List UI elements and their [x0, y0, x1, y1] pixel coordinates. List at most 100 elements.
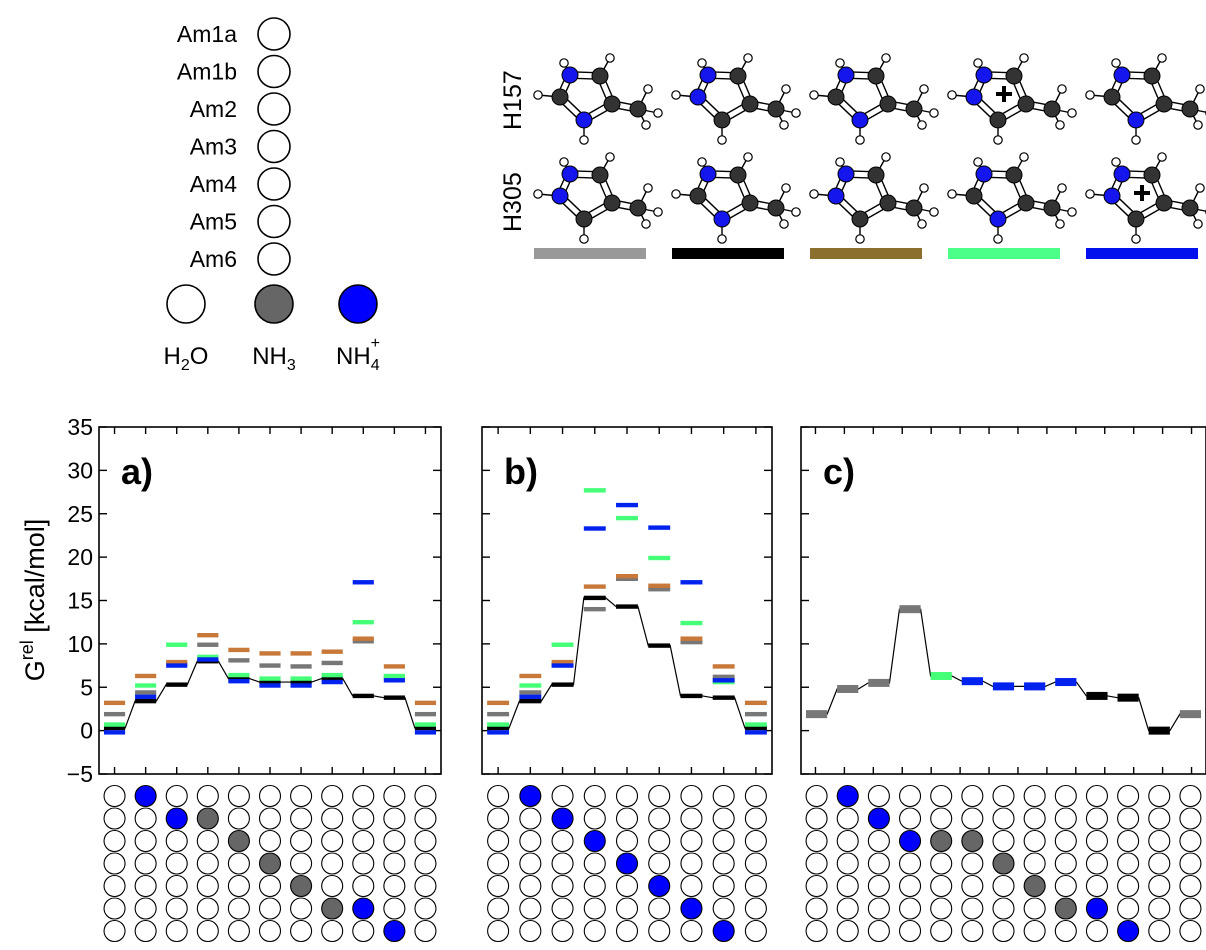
occupancy-circle [900, 808, 921, 829]
occupancy-circle [260, 853, 281, 874]
hydrogen-atom [534, 190, 542, 198]
occupancy-circle [197, 786, 218, 807]
carbon-atom [730, 68, 746, 84]
energy-level-marker-green [552, 643, 574, 647]
occupancy-circle [166, 876, 187, 897]
hydrogen-atom [810, 190, 818, 198]
hydrogen-atom [1058, 184, 1066, 192]
occupancy-circle [1149, 831, 1170, 852]
occupancy-circle [837, 786, 858, 807]
occupancy-circle [713, 853, 734, 874]
occupancy-circle [197, 853, 218, 874]
carbon-atom [1018, 195, 1034, 211]
occupancy-circle [931, 921, 952, 942]
occupancy-circle [1118, 876, 1139, 897]
occupancy-circle [584, 876, 605, 897]
species-label-part: O [190, 343, 209, 370]
occupancy-circle [520, 876, 541, 897]
energy-level-marker [837, 685, 858, 693]
occupancy-circle [1180, 808, 1201, 829]
occupancy-circle [681, 786, 702, 807]
energy-level-marker-blue [104, 730, 125, 734]
carbon-atom [868, 68, 884, 84]
imidazole-ring [1086, 153, 1206, 243]
hydrogen-atom [974, 158, 982, 166]
occupancy-circle [931, 898, 952, 919]
occupancy-circle [900, 898, 921, 919]
species-label-part: NH [252, 343, 287, 370]
energy-level-marker-green [291, 676, 312, 680]
energy-level-marker-blue [648, 525, 670, 529]
occupancy-circle [993, 831, 1014, 852]
energy-level-marker-green [487, 722, 509, 726]
occupancy-circle [900, 921, 921, 942]
energy-level-marker-brown [713, 664, 735, 668]
energy-level-marker [1086, 692, 1107, 700]
carbon-atom [742, 195, 758, 211]
energy-level-marker-gray [519, 690, 541, 694]
occupancy-circle [931, 876, 952, 897]
occupancy-circle [520, 831, 541, 852]
species-label-part: 2 [181, 357, 190, 374]
occupancy-circle [993, 853, 1014, 874]
energy-level-marker-green [228, 673, 249, 677]
carbon-atom [1104, 89, 1120, 105]
occupancy-circle [993, 808, 1014, 829]
energy-level-marker-green [135, 683, 156, 687]
occupancy-circle [681, 808, 702, 829]
energy-level-marker-blue [584, 526, 606, 530]
occupancy-circle [488, 831, 509, 852]
occupancy-circle [228, 898, 249, 919]
occupancy-circle [1118, 831, 1139, 852]
occupancy-circle [135, 921, 156, 942]
hydrogen-atom [856, 136, 864, 144]
energy-level-marker-gray [487, 712, 509, 716]
energy-level-marker-blue [487, 730, 509, 734]
occupancy-circle [617, 808, 638, 829]
occupancy-circle [745, 921, 766, 942]
species-marker [167, 285, 205, 323]
occupancy-circle [552, 853, 573, 874]
occupancy-circle [415, 786, 436, 807]
row-label-h157: H157 [499, 70, 527, 130]
occupancy-circle [488, 921, 509, 942]
energy-level-marker-blue [745, 730, 767, 734]
hydrogen-atom [642, 121, 650, 129]
imidazole-ring [534, 54, 662, 144]
occupancy-circle [104, 831, 125, 852]
occupancy-circle [962, 853, 983, 874]
occupancy-circle [1149, 808, 1170, 829]
energy-level-marker-brown [353, 636, 374, 640]
energy-level-marker-black [713, 695, 735, 699]
occupancy-circle [1118, 808, 1139, 829]
state-color-bar [948, 248, 1060, 259]
energy-level-marker-brown [322, 649, 343, 653]
nitrogen-atom [576, 112, 592, 128]
occupancy-circle [962, 808, 983, 829]
occupancy-circle [993, 786, 1014, 807]
panel-frame [801, 427, 1206, 774]
occupancy-circle [228, 876, 249, 897]
energy-level-marker-gray [584, 607, 606, 611]
energy-level-marker-green [259, 676, 280, 680]
energy-level-marker-gray [745, 712, 767, 716]
carbon-atom [630, 200, 646, 216]
carbon-atom [576, 211, 592, 227]
occupancy-circle [104, 898, 125, 919]
energy-level-marker-gray [197, 643, 218, 647]
hydrogen-atom [644, 85, 652, 93]
carbon-atom [1128, 211, 1144, 227]
energy-level-marker-brown [487, 701, 509, 705]
occupancy-circle [166, 853, 187, 874]
energy-level-marker-green [384, 674, 405, 678]
hydrogen-atom [1068, 109, 1076, 117]
hydrogen-atom [918, 121, 926, 129]
occupancy-circle [197, 831, 218, 852]
occupancy-circle [353, 808, 374, 829]
occupancy-circle [1180, 921, 1201, 942]
imidazole-ring [948, 153, 1076, 243]
occupancy-circle [166, 921, 187, 942]
